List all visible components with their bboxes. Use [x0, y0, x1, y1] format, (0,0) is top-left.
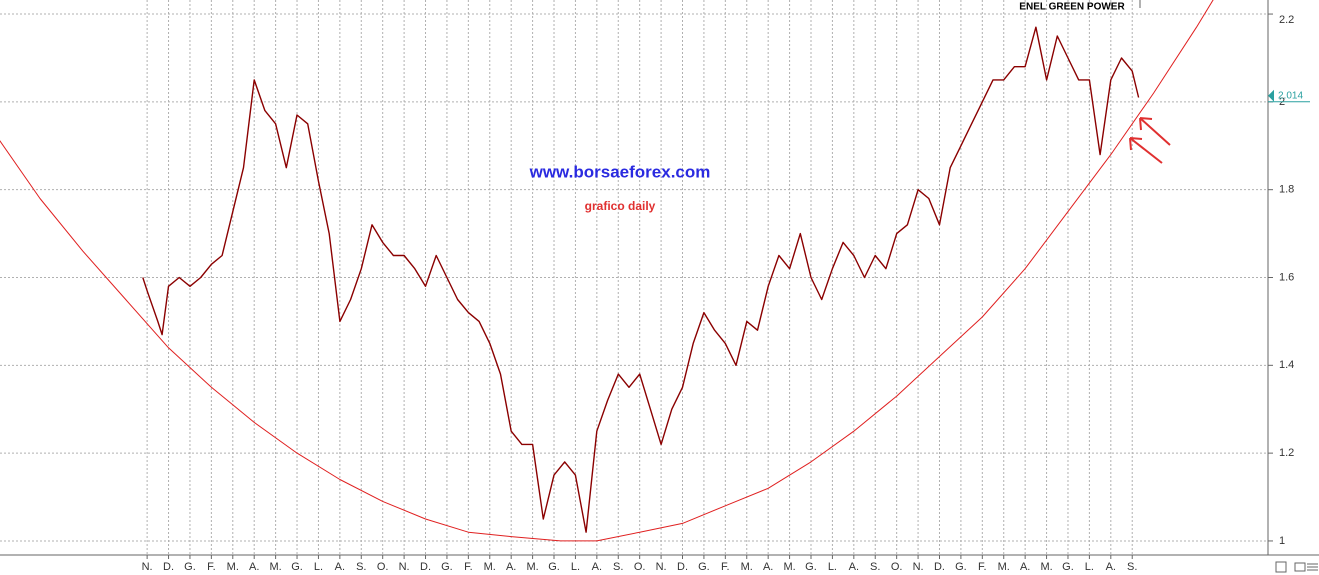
grid [0, 0, 1268, 555]
y-tick-label: 1.8 [1279, 184, 1294, 196]
x-tick-label: F. [978, 561, 987, 573]
arrows [1129, 117, 1171, 164]
x-tick-label: A. [763, 561, 773, 573]
x-tick-label: F. [207, 561, 216, 573]
x-tick-label: L. [1085, 561, 1094, 573]
y-tick-label: 1.6 [1279, 271, 1294, 283]
x-tick-label: G. [1062, 561, 1074, 573]
x-tick-label: F. [464, 561, 473, 573]
x-tick-label: G. [698, 561, 710, 573]
x-tick-label: F. [721, 561, 730, 573]
x-tick-label: L. [571, 561, 580, 573]
x-tick-label: A. [592, 561, 602, 573]
x-tick-label: M. [269, 561, 281, 573]
x-tick-label: N. [913, 561, 924, 573]
x-tick-label: N. [399, 561, 410, 573]
x-tick-label: G. [184, 561, 196, 573]
x-tick-label: G. [441, 561, 453, 573]
x-tick-label: M. [998, 561, 1010, 573]
x-tick-label: A. [249, 561, 259, 573]
x-tick-label: G. [805, 561, 817, 573]
x-tick-label: A. [1106, 561, 1116, 573]
x-tick-label: O. [634, 561, 646, 573]
x-tick-label: D. [934, 561, 945, 573]
x-tick-label: N. [656, 561, 667, 573]
x-tick-label: A. [335, 561, 345, 573]
y-tick-label: 1 [1279, 535, 1285, 547]
x-tick-label: S. [613, 561, 623, 573]
chart-title: ENEL GREEN POWER [1019, 2, 1125, 13]
y-tick-label: 1.2 [1279, 447, 1294, 459]
trend-curve [0, 0, 1214, 542]
x-tick-label: O. [377, 561, 389, 573]
x-tick-label: L. [314, 561, 323, 573]
x-tick-label: M. [526, 561, 538, 573]
x-tick-label: M. [227, 561, 239, 573]
x-tick-label: M. [1040, 561, 1052, 573]
x-tick-label: S. [356, 561, 366, 573]
x-tick-label: N. [142, 561, 153, 573]
x-tick-label: S. [870, 561, 880, 573]
x-tick-label: G. [955, 561, 967, 573]
last-price-label: 2.014 [1278, 90, 1303, 101]
x-tick-label: M. [741, 561, 753, 573]
x-tick-label: D. [677, 561, 688, 573]
x-tick-label: A. [506, 561, 516, 573]
plot-area [0, 0, 1214, 542]
y-tick-label: 1.4 [1279, 359, 1294, 371]
x-tick-label: D. [420, 561, 431, 573]
x-tick-label: G. [548, 561, 560, 573]
watermark: www.borsaeforex.com [529, 162, 711, 181]
x-tick-label: S. [1127, 561, 1137, 573]
subtitle: grafico daily [585, 199, 656, 213]
x-tick-label: D. [163, 561, 174, 573]
x-tick-label: G. [291, 561, 303, 573]
last-price-marker [1268, 89, 1274, 102]
x-tick-label: M. [484, 561, 496, 573]
price-line [142, 26, 1140, 533]
x-tick-label: A. [1020, 561, 1030, 573]
x-tick-label: O. [891, 561, 903, 573]
x-tick-label: A. [849, 561, 859, 573]
x-tick-label: L. [828, 561, 837, 573]
toolbar-icons [1275, 561, 1318, 573]
y-tick-label: 2.2 [1279, 14, 1294, 26]
x-tick-label: M. [783, 561, 795, 573]
